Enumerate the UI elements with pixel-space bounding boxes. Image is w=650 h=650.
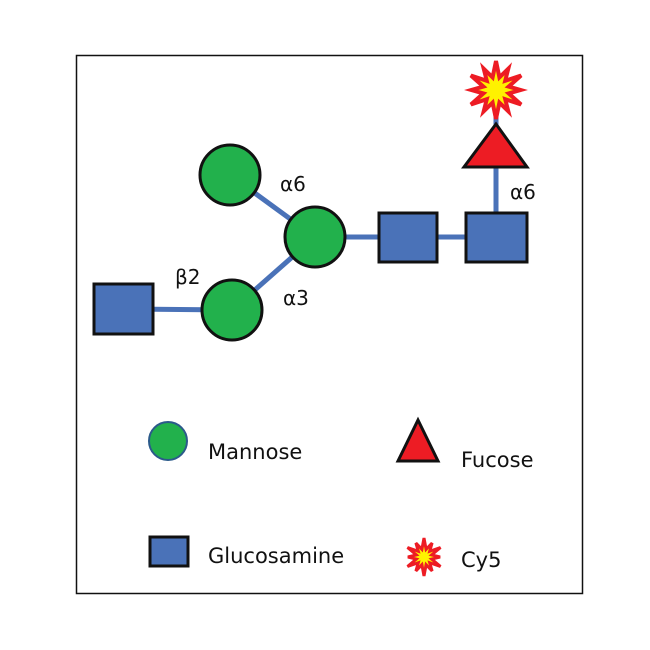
linkage-label-a6-fucose: α6: [510, 180, 536, 204]
legend-mannose-label: Mannose: [208, 440, 302, 464]
legend-glucosamine-label: Glucosamine: [208, 544, 344, 568]
legend-fucose-icon: [395, 416, 441, 463]
cy5-star: [464, 60, 528, 120]
glucosamine-reducing: [464, 211, 529, 264]
mannose-core: [283, 205, 347, 269]
legend: Mannose Fucose Glucosamine Cy5: [148, 416, 534, 577]
legend-cy5-label: Cy5: [461, 548, 501, 572]
mannose-bottom: [200, 278, 264, 342]
cy5-star-shape: [464, 60, 528, 120]
legend-glucosamine-icon: [148, 535, 190, 568]
glucosamine-inner: [377, 211, 439, 264]
cy5-star-shape: [406, 537, 442, 577]
linkage-label-a3: α3: [283, 286, 309, 310]
mannose-top: [198, 143, 262, 207]
glucosamine-terminal: [92, 282, 155, 336]
fucose: [461, 121, 530, 169]
legend-fucose-label: Fucose: [461, 448, 534, 472]
linkage-label-a6-top: α6: [280, 172, 306, 196]
legend-mannose-icon: [148, 421, 188, 461]
linkage-label-b2: β2: [175, 265, 201, 289]
legend-cy5-icon: [406, 537, 442, 577]
